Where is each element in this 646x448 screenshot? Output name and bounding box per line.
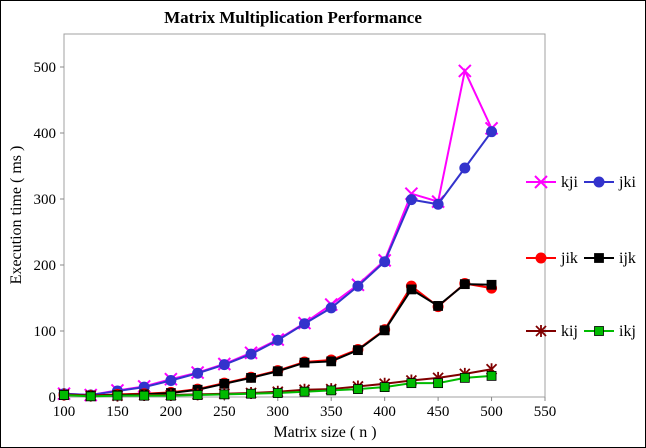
- axes: 100 150 200 250 300 350 400 450 500 5500100200300…: [34, 60, 557, 420]
- data-point-ikj: [353, 384, 363, 394]
- data-point-ikj: [112, 390, 123, 401]
- legend-item-kji: kji: [526, 174, 578, 191]
- y-axis-title: Execution time ( ms ): [8, 146, 25, 285]
- data-point-jki: [272, 334, 284, 346]
- data-point-jki: [299, 318, 310, 330]
- data-point-ijk: [246, 372, 256, 383]
- data-point-ikj: [433, 378, 444, 389]
- legend-marker-kij: [535, 325, 547, 337]
- x-tick-label: 250: [213, 404, 236, 420]
- data-point-jki: [405, 194, 417, 206]
- data-point-ikj: [379, 382, 390, 393]
- data-point-ikj: [246, 388, 256, 399]
- y-tick-label: 200: [34, 258, 57, 274]
- y-tick-label: 400: [34, 126, 57, 142]
- legend-marker-ijk: [594, 253, 604, 263]
- x-tick-label: 200: [160, 404, 183, 420]
- legend-label-ikj: ikj: [619, 323, 636, 340]
- data-point-jki: [352, 280, 364, 292]
- data-point-ijk: [379, 325, 390, 336]
- x-tick-label: 300: [267, 404, 290, 420]
- x-tick-label: 350: [320, 404, 343, 420]
- data-point-jki: [432, 198, 444, 210]
- x-tick-label: 150: [106, 404, 129, 420]
- data-point-ijk: [486, 279, 497, 290]
- legend-marker-kji: [534, 175, 548, 189]
- data-point-ikj: [486, 370, 497, 381]
- data-point-ikj: [192, 390, 203, 400]
- data-point-ikj: [59, 390, 69, 400]
- data-point-jki: [192, 367, 204, 379]
- x-tick-label: 400: [373, 404, 396, 420]
- legend-marker-jki: [593, 176, 605, 188]
- legend-marker-jik: [535, 252, 547, 264]
- data-point-ijk: [299, 357, 310, 368]
- legend: kji jki jik ijk kij ikj: [526, 174, 636, 340]
- legend-label-jik: jik: [560, 250, 578, 267]
- data-point-ijk: [406, 284, 417, 295]
- data-point-ijk: [353, 345, 363, 356]
- legend-item-kij: kij: [526, 323, 578, 340]
- data-point-ijk: [326, 356, 337, 367]
- x-tick-label: 500: [480, 404, 503, 420]
- data-point-jki: [245, 348, 257, 360]
- data-point-ijk: [219, 378, 230, 389]
- series-layer: [57, 64, 499, 402]
- legend-item-jki: jki: [584, 174, 636, 191]
- legend-label-kij: kij: [561, 323, 578, 340]
- legend-label-ijk: ijk: [619, 250, 636, 267]
- y-tick-label: 0: [49, 390, 57, 406]
- data-point-ijk: [459, 279, 470, 290]
- legend-item-ijk: ijk: [584, 250, 636, 267]
- data-point-ikj: [299, 386, 310, 397]
- data-point-jki: [165, 375, 177, 386]
- data-point-ijk: [433, 301, 444, 311]
- x-axis-title: Matrix size ( n ): [273, 424, 376, 441]
- chart-title: Matrix Multiplication Performance: [164, 8, 422, 27]
- x-tick-label: 550: [534, 404, 557, 420]
- data-point-ikj: [326, 385, 337, 396]
- data-point-jki: [379, 256, 391, 268]
- legend-marker-ikj: [594, 326, 604, 336]
- legend-item-jik: jik: [526, 250, 578, 267]
- data-point-ikj: [139, 390, 150, 401]
- plot-area: [63, 33, 546, 398]
- x-tick-label: 450: [427, 404, 450, 420]
- legend-label-jki: jki: [618, 174, 636, 191]
- data-point-ikj: [165, 390, 176, 401]
- y-tick-label: 100: [34, 324, 57, 340]
- data-point-ikj: [85, 391, 96, 402]
- data-point-ikj: [272, 388, 283, 398]
- y-tick-label: 300: [34, 192, 57, 208]
- legend-label-kji: kji: [561, 174, 578, 191]
- data-point-jki: [325, 302, 337, 314]
- series-ikj: [59, 370, 497, 402]
- y-tick-label: 500: [34, 60, 57, 76]
- data-point-jki: [218, 359, 230, 371]
- data-point-kji: [458, 64, 472, 78]
- data-point-jki: [486, 126, 498, 138]
- legend-item-ikj: ikj: [584, 323, 636, 340]
- data-point-ikj: [219, 389, 230, 400]
- x-tick-label: 100: [53, 404, 76, 420]
- data-point-ikj: [406, 378, 417, 389]
- data-point-jki: [459, 162, 471, 174]
- data-point-ikj: [459, 372, 470, 383]
- data-point-ijk: [272, 366, 283, 377]
